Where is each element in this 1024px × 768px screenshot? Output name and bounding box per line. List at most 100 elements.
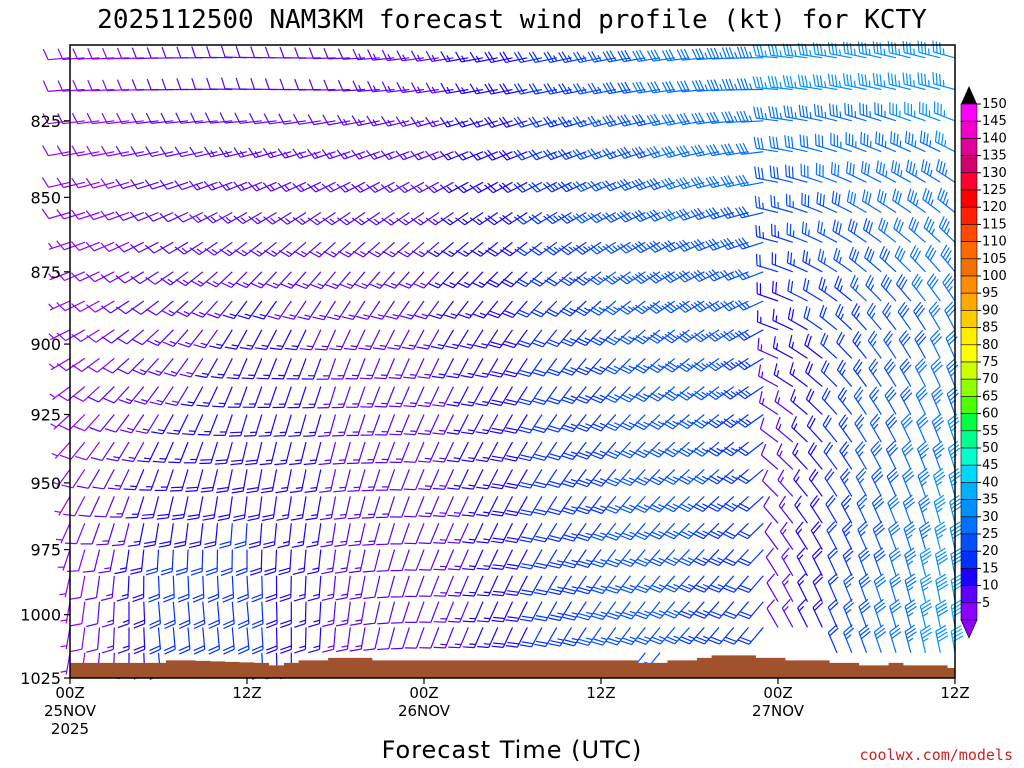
wind-barb (318, 441, 337, 466)
wind-barb (755, 224, 779, 243)
wind-barb (812, 573, 824, 602)
wind-barb (528, 51, 557, 63)
wind-barb (475, 441, 499, 463)
wind-barb (557, 149, 587, 161)
wind-barb (934, 547, 949, 576)
wind-barb (646, 177, 676, 191)
wind-barb (904, 547, 917, 576)
wind-barb (484, 212, 513, 226)
wind-barb (519, 601, 543, 622)
wind-barb (306, 523, 322, 548)
wind-barb (767, 43, 793, 59)
wind-barb (706, 386, 735, 400)
wind-barb (677, 468, 705, 485)
wind-barb (542, 149, 572, 161)
wind-barb (448, 601, 469, 623)
wind-barb (619, 495, 646, 514)
wind-barb (880, 274, 897, 302)
wind-barb (587, 241, 617, 255)
wind-barb (274, 441, 292, 466)
wind-barb (76, 469, 101, 489)
wind-barb (361, 496, 381, 519)
wind-barb (56, 177, 85, 189)
wind-barb (263, 241, 292, 257)
wind-barb (519, 496, 543, 516)
wind-barb (410, 116, 439, 128)
wind-barb (587, 82, 616, 95)
wind-barb (905, 159, 926, 183)
wind-barb (845, 132, 867, 153)
wind-barb (106, 441, 130, 462)
wind-barb (469, 151, 499, 161)
wind-barb (418, 496, 440, 518)
credit-link[interactable]: coolwx.com/models (859, 746, 1013, 764)
wind-barb (519, 522, 543, 543)
wind-barb (865, 274, 882, 302)
wind-barb (218, 181, 248, 191)
wind-barb (208, 627, 220, 655)
wind-barb (307, 575, 322, 602)
wind-barb (282, 300, 307, 320)
wind-barb (812, 74, 838, 91)
wind-barb (152, 441, 174, 463)
wind-barb (462, 549, 484, 571)
wind-barb (490, 469, 514, 490)
wind-barb (773, 363, 794, 388)
colorbar-segment (960, 378, 978, 397)
wind-barb (796, 547, 809, 577)
wind-barb (214, 441, 233, 465)
wind-barb (576, 549, 602, 568)
wind-barb (292, 148, 321, 159)
wind-barb (513, 149, 543, 161)
wind-barb (145, 271, 174, 285)
wind-barb (827, 598, 839, 628)
colorbar-label: 85 (982, 321, 999, 336)
wind-barb (810, 521, 823, 550)
wind-barb (163, 358, 189, 377)
wind-barb (289, 441, 307, 466)
wind-barb (873, 598, 887, 628)
wind-barb (529, 241, 558, 256)
wind-barb (772, 336, 794, 359)
wind-barb (175, 549, 189, 576)
wind-barb (41, 208, 71, 220)
wind-barb (193, 329, 218, 349)
wind-barb (722, 549, 749, 567)
colorbar-segment (960, 585, 978, 604)
wind-barb (250, 271, 277, 289)
wind-barb (543, 83, 572, 95)
wind-barb (175, 271, 204, 287)
wind-barb (376, 549, 396, 572)
wind-barb (230, 441, 248, 466)
wind-barb (836, 331, 853, 359)
wind-barb (677, 522, 705, 540)
wind-barb (42, 48, 71, 61)
wind-barb (859, 102, 882, 122)
x-tick-label: 25NOV (44, 702, 97, 720)
wind-barb (362, 523, 381, 546)
wind-barb (335, 627, 351, 653)
wind-barb (71, 357, 100, 372)
wind-barb (678, 601, 705, 619)
wind-barb (897, 302, 912, 331)
wind-barb (889, 624, 902, 653)
x-tick-label: 12Z (940, 684, 969, 702)
wind-barb (159, 179, 189, 190)
wind-barb (237, 627, 250, 655)
wind-barb (426, 241, 454, 258)
wind-barb (940, 244, 956, 273)
wind-barb (411, 241, 440, 258)
wind-barb (491, 575, 514, 597)
wind-barb (857, 73, 882, 91)
wind-barb (322, 114, 351, 126)
wind-barb (890, 131, 912, 153)
wind-barb (829, 103, 852, 122)
wind-barb (345, 386, 366, 408)
wind-barb (676, 386, 705, 401)
wind-barb (519, 575, 543, 596)
wind-barb (385, 300, 410, 320)
wind-barb (918, 521, 932, 550)
colorbar-label: 115 (982, 217, 1007, 232)
wind-barb (505, 575, 528, 596)
wind-barb (159, 211, 189, 223)
